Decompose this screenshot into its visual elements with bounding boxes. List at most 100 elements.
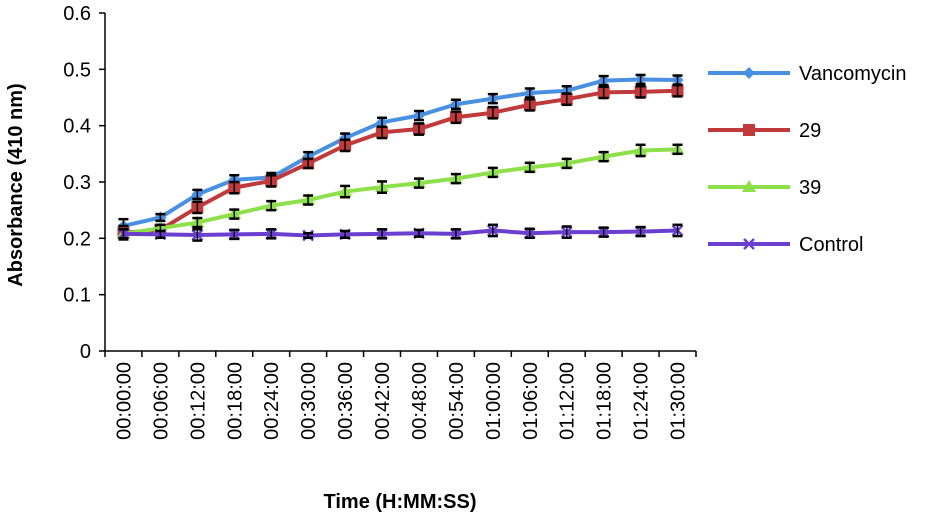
x-tick-label: 00:54:00 [446,362,468,440]
error-bar [192,200,203,215]
error-bar [192,216,203,229]
error-bar [561,92,572,107]
error-bar [635,73,646,86]
error-bar [266,173,277,188]
x-marker-stroke [743,238,755,250]
x-tick-label: 00:12:00 [187,362,209,440]
error-bar [377,228,388,240]
error-bar [672,83,683,98]
x-tick-label: 01:18:00 [594,362,616,440]
error-bar [524,87,535,99]
x-tick-label: 01:12:00 [557,362,579,440]
series-line [123,147,678,236]
y-tick-label: 0.5 [63,59,91,81]
error-bar [524,227,535,240]
error-bar [524,161,535,174]
legend-label: 29 [799,120,821,142]
error-bar [303,194,314,206]
error-bar [413,177,424,189]
x-tick-label: 01:30:00 [668,362,690,440]
x-tick-label: 00:36:00 [335,362,357,440]
series-29 [117,83,684,241]
y-tick-label: 0.3 [63,172,91,194]
x-tick-label: 00:24:00 [261,362,283,440]
plot-area: 0 0.1 0.2 0.3 0.4 0.5 0.6 00:00:00 00:06:00 00:12… [63,3,697,440]
error-bar [340,184,351,199]
x-tick-label: 00:30:00 [298,362,320,440]
legend-label: 39 [799,177,821,199]
error-bar [450,98,461,111]
x-tick-label: 00:48:00 [409,362,431,440]
legend-item: 29 [708,120,821,142]
error-bar [340,229,351,240]
error-bar [487,105,498,120]
error-bar [229,228,240,241]
error-bar [377,180,388,194]
error-bar [598,226,609,238]
error-bar [487,223,498,238]
error-bar [340,138,351,153]
error-bar [450,228,461,240]
legend: Vancomycin 29 39 Control [708,63,906,256]
series-line [123,228,678,238]
error-bar [266,199,277,212]
error-bar [598,85,609,100]
error-bar [598,74,609,87]
y-tick-label: 0.2 [63,228,91,250]
x-axis-title: Time (H:MM:SS) [324,491,477,513]
error-bar [487,166,498,179]
error-bar [229,208,240,220]
error-bar [266,228,277,240]
error-bar [155,212,166,223]
series-line [123,77,678,228]
legend-item: Control [708,234,863,256]
x-tick-label: 01:24:00 [631,362,653,440]
x-tick-label: 01:06:00 [520,362,542,440]
legend-label: Vancomycin [799,63,906,85]
data-point [742,180,756,192]
y-axis-title: Absorbance (410 nm) [5,83,27,286]
error-bar [303,157,314,170]
legend-item: Vancomycin [708,63,906,85]
error-bar [229,180,240,195]
error-bar [118,228,129,240]
error-bar [450,110,461,125]
error-bar [524,97,535,112]
error-bar [155,229,166,240]
error-bar [303,232,314,240]
error-bar [598,150,609,163]
x-tick-label: 00:42:00 [372,362,394,440]
x-tick-label: 00:00:00 [113,362,135,440]
error-bar [635,143,646,158]
data-point [743,124,755,136]
error-bar [413,109,424,122]
error-bar [672,143,683,156]
legend-item: 39 [708,177,821,199]
error-bar [635,84,646,99]
error-bar [413,122,424,136]
error-bar [192,228,203,242]
y-tick-label: 0.6 [63,3,91,25]
series-line [123,88,678,235]
y-tick-label: 0.1 [63,285,91,307]
error-bar [450,172,461,185]
error-bar [192,188,203,201]
error-bar [561,225,572,240]
error-bar [672,223,683,238]
error-bar [635,225,646,238]
x-tick-label: 00:06:00 [150,362,172,440]
y-tick-label: 0.4 [63,116,91,138]
error-bar [413,228,424,238]
error-bar [487,92,498,105]
x-tick-label: 00:18:00 [224,362,246,440]
error-bar [377,125,388,140]
x-tick-label: 01:00:00 [483,362,505,440]
data-point [743,238,755,250]
legend-label: Control [799,234,863,256]
y-tick-label: 0 [80,341,91,363]
error-bar [561,157,572,170]
data-point [743,67,755,79]
series-control [117,223,684,242]
